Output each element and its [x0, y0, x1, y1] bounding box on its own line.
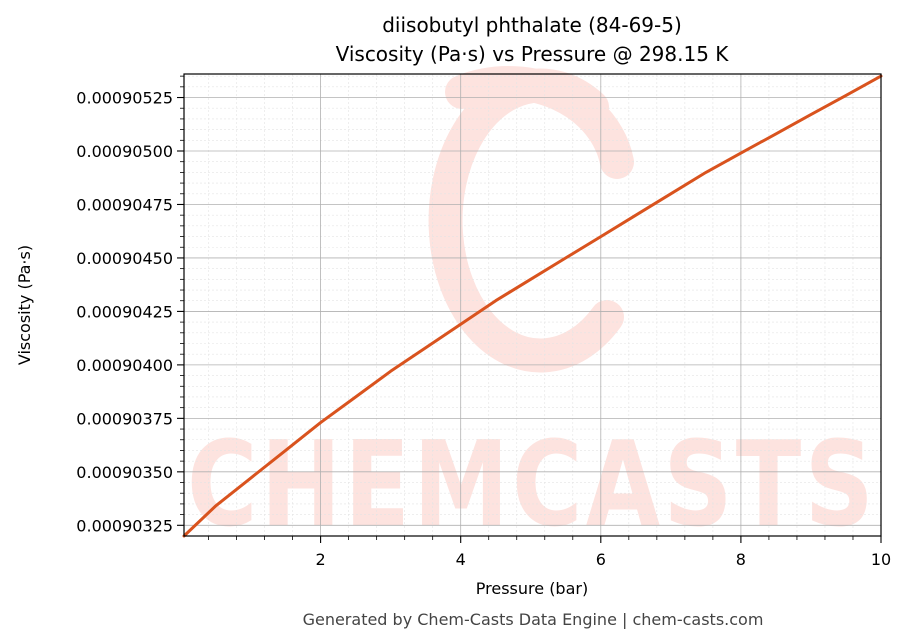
- x-tick-label: 6: [596, 550, 606, 569]
- footer-credit: Generated by Chem-Casts Data Engine | ch…: [303, 610, 764, 629]
- y-tick-label: 0.00090400: [76, 356, 173, 375]
- series-layer: [182, 74, 883, 538]
- x-tick-label: 2: [316, 550, 326, 569]
- y-tick-label: 0.00090350: [76, 463, 173, 482]
- major-grid: [184, 74, 882, 536]
- y-tick-label: 0.00090475: [76, 195, 173, 214]
- y-tick-label: 0.00090500: [76, 142, 173, 161]
- x-tick-label: 8: [736, 550, 746, 569]
- y-axis-label: Viscosity (Pa·s): [15, 245, 34, 365]
- series-line: [182, 74, 883, 538]
- x-axis-label: Pressure (bar): [476, 579, 588, 598]
- y-tick-label: 0.00090450: [76, 249, 173, 268]
- x-tick-label: 10: [871, 550, 891, 569]
- x-axis-ticks: 2 4 6 8 10: [208, 536, 891, 569]
- chart-title: diisobutyl phthalate (84-69-5): [382, 13, 682, 37]
- y-tick-label: 0.00090325: [76, 516, 173, 535]
- chart-subtitle: Viscosity (Pa·s) vs Pressure @ 298.15 K: [336, 42, 730, 66]
- watermark-text: CHEMCASTS: [187, 415, 877, 553]
- x-tick-label: 4: [456, 550, 466, 569]
- plot-frame: [183, 73, 882, 537]
- y-tick-label: 0.00090525: [76, 89, 173, 108]
- y-tick-label: 0.00090425: [76, 302, 173, 321]
- y-tick-label: 0.00090375: [76, 409, 173, 428]
- y-axis-ticks: 0.00090325 0.00090350 0.00090375 0.00090400…: [76, 75, 184, 535]
